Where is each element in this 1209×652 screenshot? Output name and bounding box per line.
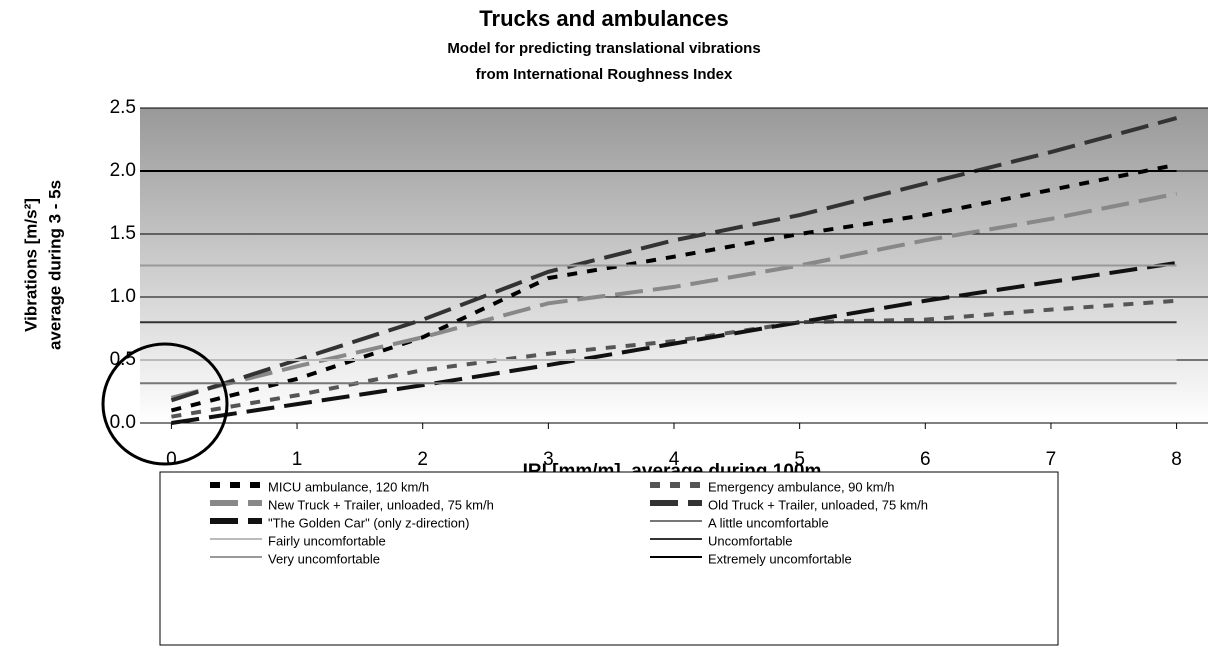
y-tick-label: 2.5: [110, 97, 136, 118]
y-tick-label: 2.0: [110, 160, 136, 181]
x-tick-label: 5: [794, 449, 805, 470]
y-tick-label: 1.5: [110, 223, 136, 244]
y-tick-label: 1.0: [110, 286, 136, 307]
x-tick-label: 1: [292, 449, 303, 470]
chart-subtitle: Model for predicting translational vibra…: [447, 40, 760, 57]
legend-label: Old Truck + Trailer, unloaded, 75 km/h: [708, 497, 928, 512]
legend-label: Very uncomfortable: [268, 551, 380, 566]
legend-label: MICU ambulance, 120 km/h: [268, 479, 429, 494]
series-line: [170, 162, 1177, 413]
x-tick-label: 6: [920, 449, 931, 470]
x-tick-label: 8: [1171, 449, 1182, 470]
highlight-circle: [101, 342, 229, 466]
y-axis-label: Vibrations [m/s²]: [21, 198, 40, 332]
series-line: [171, 298, 1177, 419]
x-tick-label: 7: [1046, 449, 1057, 470]
series-line: [170, 191, 1177, 400]
x-tick-label: 3: [543, 449, 554, 470]
legend-label: Emergency ambulance, 90 km/h: [708, 479, 894, 494]
series-line: [171, 261, 1177, 425]
legend-label: Fairly uncomfortable: [268, 533, 386, 548]
x-tick-label: 0: [166, 449, 177, 470]
legend-label: Extremely uncomfortable: [708, 551, 852, 566]
legend-label: "The Golden Car" (only z-direction): [268, 515, 469, 530]
y-axis-label: average during 3 - 5s: [45, 180, 64, 350]
legend-label: A little uncomfortable: [708, 515, 829, 530]
chart-subtitle: from International Roughness Index: [476, 66, 733, 83]
series-line: [170, 116, 1178, 403]
legend-label: Uncomfortable: [708, 533, 793, 548]
y-tick-label: 0.0: [110, 412, 136, 433]
x-tick-label: 2: [417, 449, 428, 470]
chart-title: Trucks and ambulances: [479, 6, 728, 31]
legend: [159, 471, 1059, 646]
x-tick-label: 4: [669, 449, 680, 470]
legend-label: New Truck + Trailer, unloaded, 75 km/h: [268, 497, 494, 512]
